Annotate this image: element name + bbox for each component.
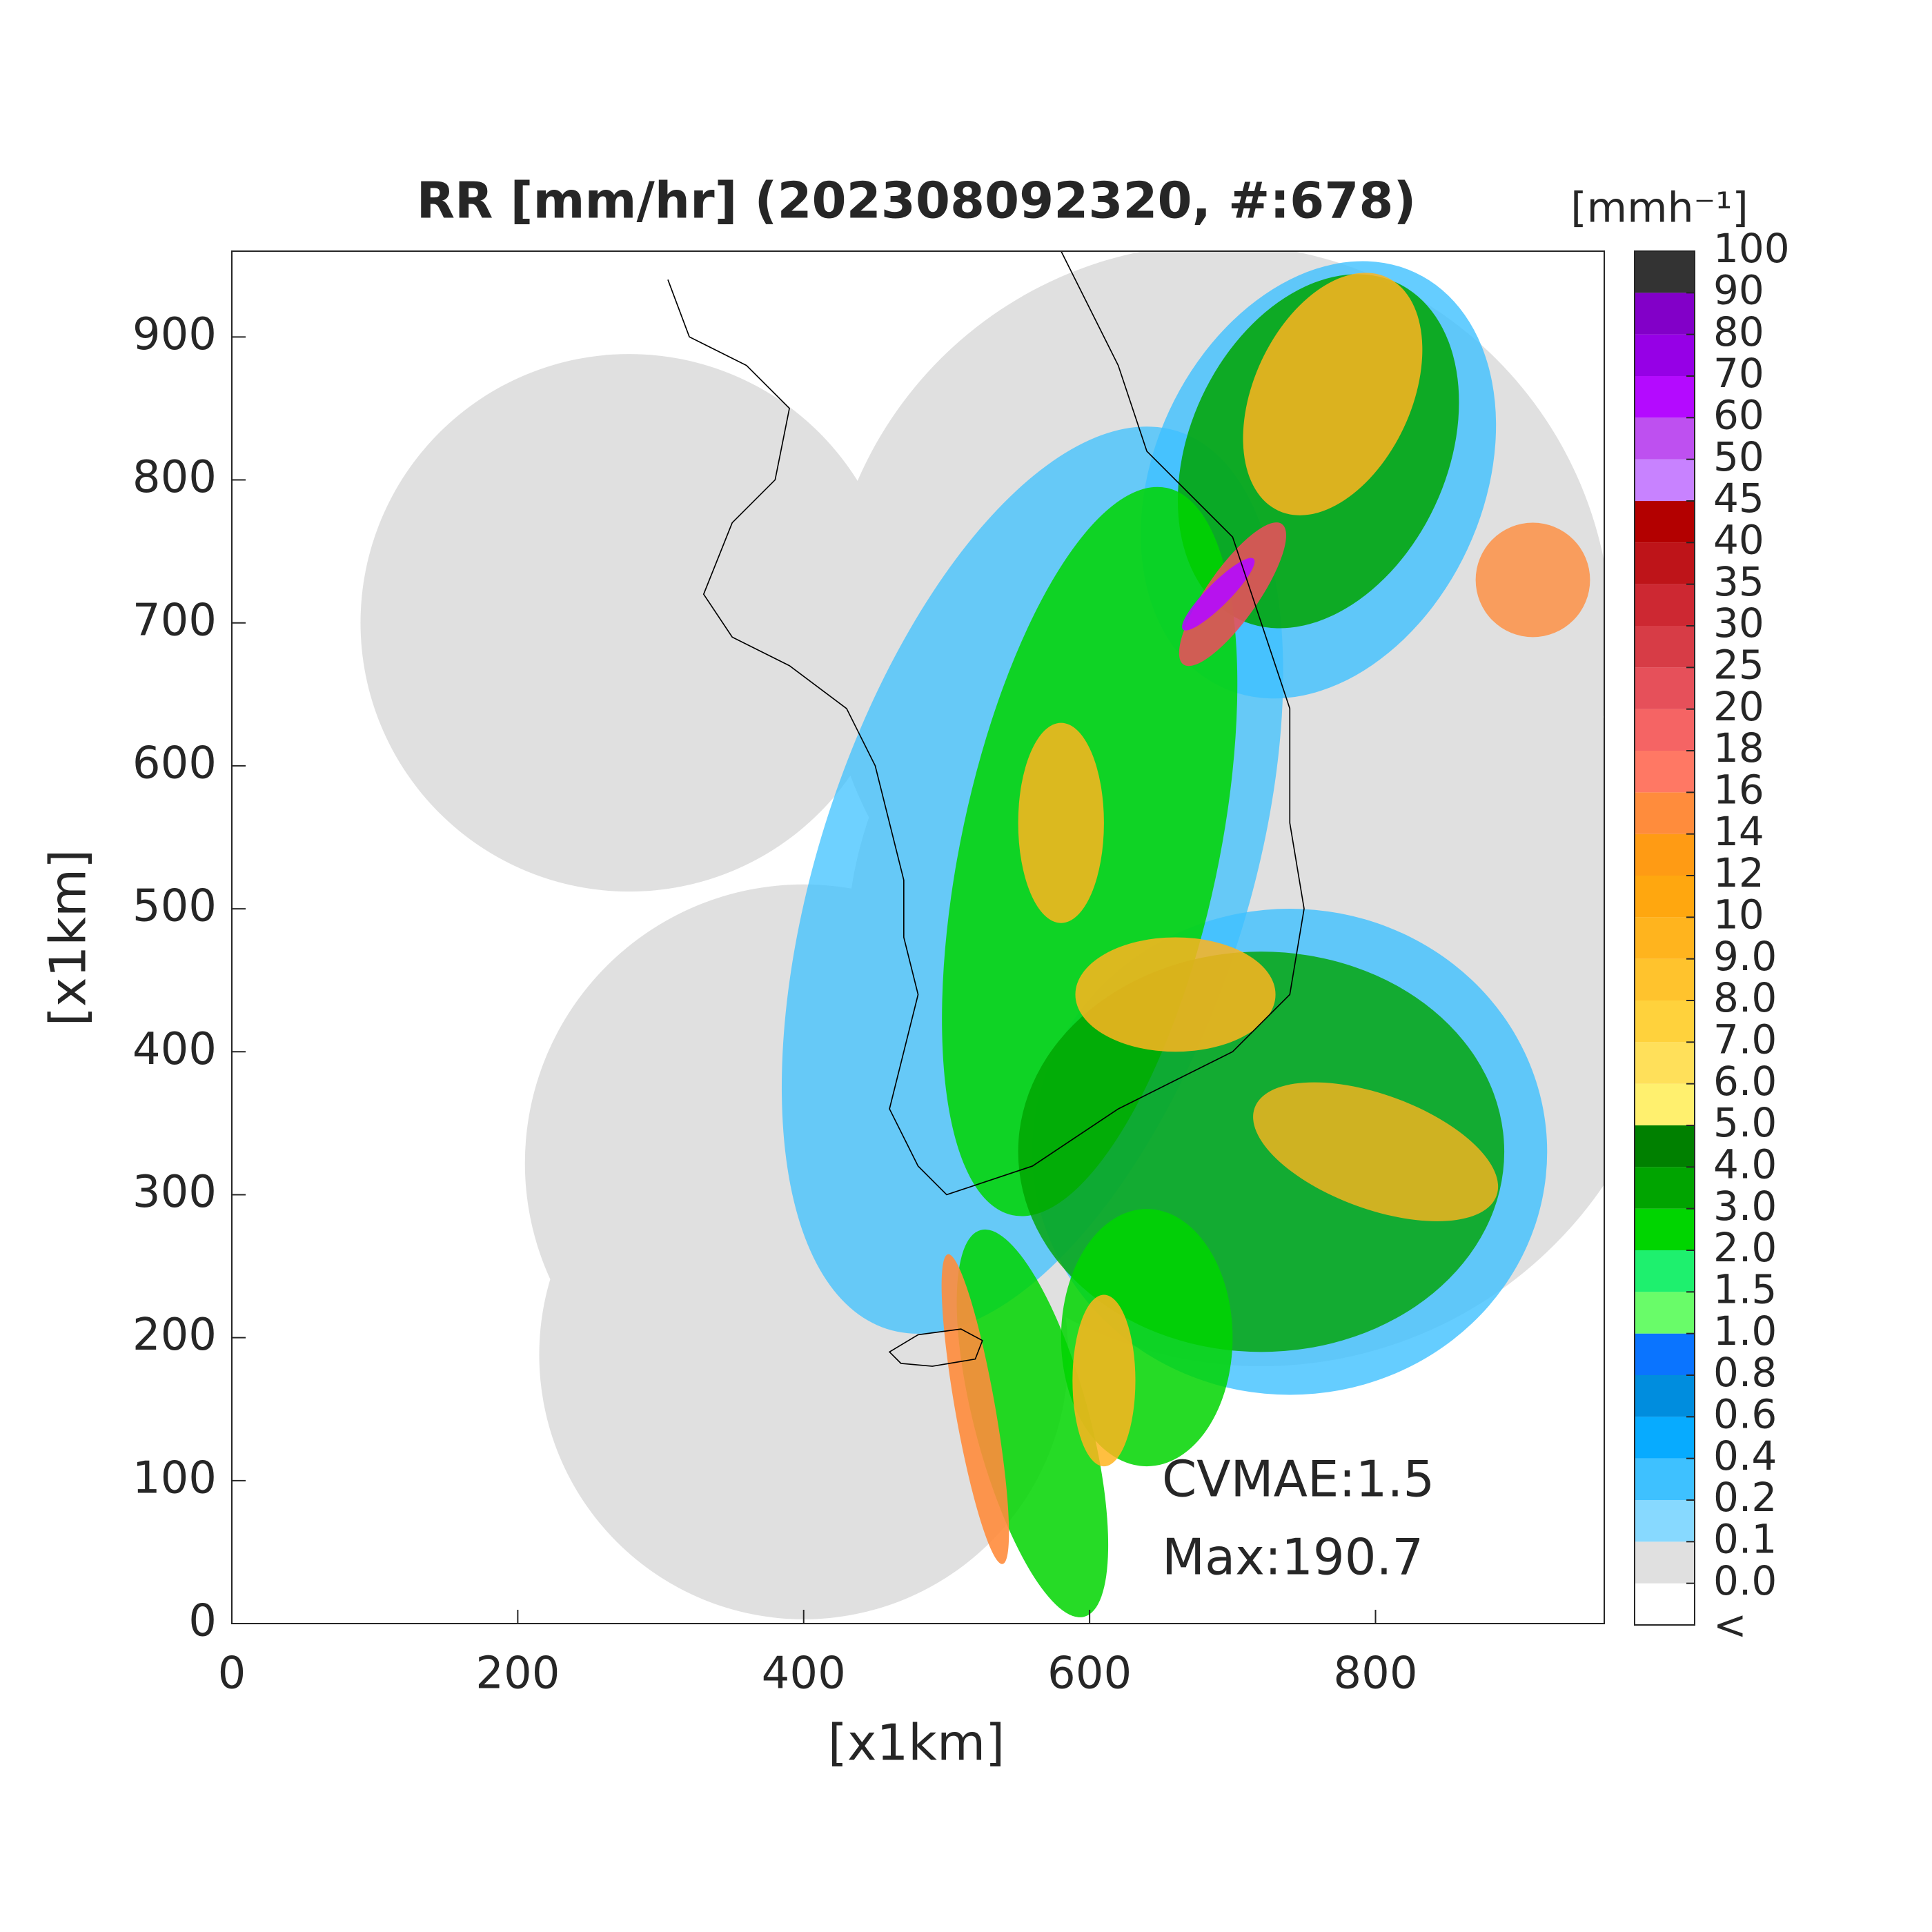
colorbar-label: 0.6 bbox=[1713, 1390, 1777, 1437]
colorbar-bin bbox=[1635, 334, 1695, 376]
colorbar-label: 3.0 bbox=[1713, 1183, 1777, 1230]
colorbar-bin bbox=[1635, 1583, 1695, 1625]
colorbar-label: 4.0 bbox=[1713, 1141, 1777, 1187]
colorbar-bin bbox=[1635, 1500, 1695, 1542]
colorbar-label: 60 bbox=[1713, 391, 1764, 438]
colorbar-label: 5.0 bbox=[1713, 1099, 1777, 1146]
colorbar-title: [mmh⁻¹] bbox=[1570, 184, 1748, 233]
colorbar-bin bbox=[1635, 251, 1695, 293]
colorbar-label: 25 bbox=[1713, 641, 1764, 688]
x-tick-label: 200 bbox=[475, 1648, 560, 1699]
y-tick-label: 800 bbox=[132, 452, 217, 503]
annotation: CVMAE:1.5 bbox=[1162, 1450, 1435, 1508]
colorbar-bin bbox=[1635, 459, 1695, 501]
y-tick-label: 200 bbox=[132, 1310, 217, 1361]
chart-title: RR [mm/hr] (202308092320, #:678) bbox=[417, 172, 1417, 230]
y-tick-label: 400 bbox=[132, 1024, 217, 1075]
colorbar-label: 0.1 bbox=[1713, 1515, 1777, 1562]
rain-echo bbox=[781, 261, 1590, 1617]
colorbar-label: 1.5 bbox=[1713, 1265, 1777, 1312]
y-tick-label: 600 bbox=[132, 738, 217, 789]
colorbar-bin bbox=[1635, 584, 1695, 626]
colorbar-bin bbox=[1635, 1208, 1695, 1250]
colorbar-bin bbox=[1635, 1042, 1695, 1084]
colorbar-label: 7.0 bbox=[1713, 1016, 1777, 1063]
colorbar-label: 35 bbox=[1713, 558, 1764, 605]
annotation: Max:190.7 bbox=[1162, 1528, 1423, 1586]
colorbar-label: 18 bbox=[1713, 724, 1764, 771]
plot-frame bbox=[231, 250, 1605, 1624]
colorbar-bin bbox=[1635, 542, 1695, 584]
radar-field bbox=[360, 251, 1604, 1619]
island bbox=[888, 1328, 983, 1367]
colorbar-bin bbox=[1635, 1375, 1695, 1417]
y-tick-label: 300 bbox=[132, 1167, 217, 1218]
y-axis-label: [x1km] bbox=[39, 849, 97, 1026]
colorbar-bin bbox=[1635, 293, 1695, 335]
colorbar-bin bbox=[1635, 792, 1695, 834]
colorbar-bin bbox=[1635, 626, 1695, 668]
colorbar-bin bbox=[1635, 376, 1695, 418]
colorbar-label: 80 bbox=[1713, 308, 1764, 355]
colorbar-label: 100 bbox=[1713, 225, 1790, 272]
colorbar-label: 40 bbox=[1713, 516, 1764, 563]
colorbar-label: 2.0 bbox=[1713, 1224, 1777, 1271]
colorbar-bin bbox=[1635, 876, 1695, 918]
y-tick-label: 100 bbox=[132, 1452, 217, 1504]
colorbar-bin bbox=[1635, 1292, 1695, 1334]
colorbar-label: 6.0 bbox=[1713, 1058, 1777, 1105]
colorbar-bin bbox=[1635, 1125, 1695, 1167]
colorbar-bin bbox=[1635, 958, 1695, 1000]
colorbar-frame bbox=[1634, 250, 1695, 1626]
y-tick-label: 700 bbox=[132, 595, 217, 646]
colorbar-bin bbox=[1635, 417, 1695, 460]
colorbar-label: 8.0 bbox=[1713, 974, 1777, 1021]
colorbar-label: 10 bbox=[1713, 891, 1764, 938]
colorbar-bin bbox=[1635, 751, 1695, 793]
colorbar-label: 70 bbox=[1713, 350, 1764, 397]
colorbar-label: 14 bbox=[1713, 808, 1764, 855]
colorbar-label: < bbox=[1713, 1601, 1747, 1648]
colorbar-bin bbox=[1635, 917, 1695, 959]
colorbar-label: 16 bbox=[1713, 766, 1764, 813]
colorbar-bin bbox=[1635, 834, 1695, 876]
colorbar-bin bbox=[1635, 1333, 1695, 1375]
y-tick-label: 900 bbox=[132, 309, 217, 360]
colorbar-label: 9.0 bbox=[1713, 933, 1777, 980]
colorbar-label: 30 bbox=[1713, 600, 1764, 647]
colorbar-label: 90 bbox=[1713, 266, 1764, 313]
colorbar-label: 1.0 bbox=[1713, 1308, 1777, 1354]
colorbar-label: 0.4 bbox=[1713, 1432, 1777, 1479]
colorbar-bin bbox=[1635, 1000, 1695, 1043]
colorbar-bin bbox=[1635, 1083, 1695, 1125]
colorbar-bin bbox=[1635, 709, 1695, 751]
x-tick-label: 600 bbox=[1047, 1648, 1132, 1699]
colorbar-label: 45 bbox=[1713, 475, 1764, 522]
coastline bbox=[667, 251, 1305, 1196]
colorbar-label: 0.2 bbox=[1713, 1474, 1777, 1521]
colorbar-bin bbox=[1635, 1541, 1695, 1584]
x-tick-label: 800 bbox=[1333, 1648, 1417, 1699]
y-tick-label: 0 bbox=[188, 1596, 217, 1647]
colorbar-label: 0.0 bbox=[1713, 1557, 1777, 1604]
colorbar-label: 12 bbox=[1713, 849, 1764, 896]
colorbar-bin bbox=[1635, 1458, 1695, 1500]
colorbar-bin bbox=[1635, 1250, 1695, 1292]
colorbar-bin bbox=[1635, 501, 1695, 543]
y-tick-label: 500 bbox=[132, 881, 217, 932]
colorbar-label: 20 bbox=[1713, 683, 1764, 730]
colorbar-bin bbox=[1635, 667, 1695, 709]
colorbar-label: 0.8 bbox=[1713, 1349, 1777, 1396]
colorbar-bin bbox=[1635, 1167, 1695, 1209]
colorbar-bin bbox=[1635, 1417, 1695, 1459]
x-axis-label: [x1km] bbox=[828, 1714, 1005, 1772]
colorbar-label: 50 bbox=[1713, 433, 1764, 480]
x-tick-label: 0 bbox=[218, 1648, 246, 1699]
x-tick-label: 400 bbox=[762, 1648, 846, 1699]
